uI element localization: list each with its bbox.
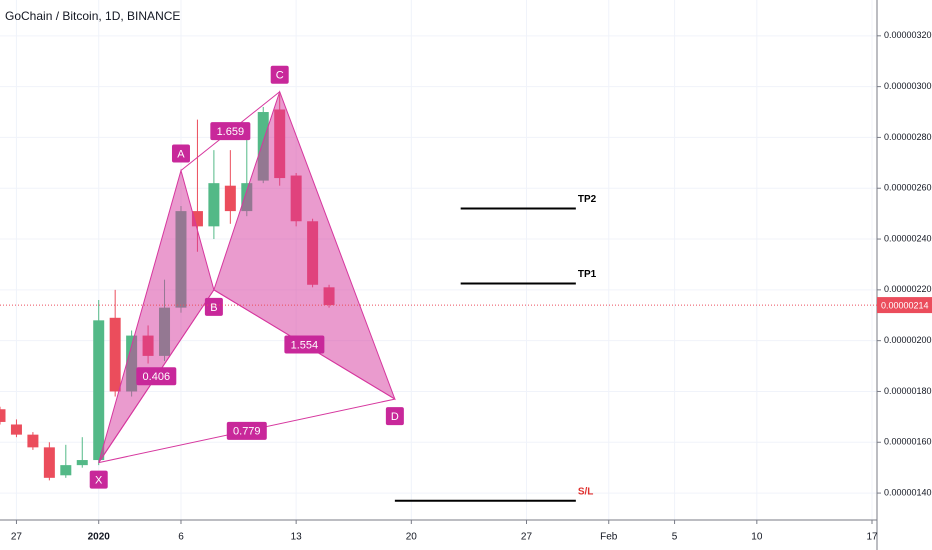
pattern-ratio-box bbox=[136, 367, 177, 386]
pattern-point-label: C bbox=[276, 70, 284, 82]
y-tick-label: 0.00000200 bbox=[884, 335, 932, 345]
candle-body bbox=[27, 434, 39, 448]
pattern-ratio: 0.779 bbox=[233, 426, 261, 438]
y-tick-label: 0.00000260 bbox=[884, 183, 932, 193]
x-tick-label: 17 bbox=[866, 532, 878, 543]
candle-body bbox=[191, 211, 203, 227]
pattern-ratio: 0.406 bbox=[143, 371, 171, 383]
candle-body bbox=[43, 447, 55, 478]
plot-area bbox=[0, 90, 396, 481]
pattern-point-label: B bbox=[210, 302, 217, 314]
y-tick-label: 0.00000300 bbox=[884, 81, 932, 91]
last-price-label: 0.00000214 bbox=[881, 300, 929, 310]
level-label: TP2 bbox=[578, 194, 597, 205]
y-tick-label: 0.00000160 bbox=[884, 437, 932, 447]
pattern-point-label-box bbox=[171, 144, 190, 163]
x-tick-label: 13 bbox=[291, 532, 303, 543]
x-tick-label: 27 bbox=[521, 532, 533, 543]
x-tick-label: 10 bbox=[751, 532, 763, 543]
candle-body bbox=[76, 460, 88, 466]
y-tick-label: 0.00000220 bbox=[884, 284, 932, 294]
x-tick-label: 6 bbox=[178, 532, 184, 543]
pattern-ratio: 1.659 bbox=[217, 126, 245, 138]
y-tick-label: 0.00000280 bbox=[884, 132, 932, 142]
axes: 0.00000140 0.00000160 0.00000180 0.00000200… bbox=[11, 30, 932, 542]
y-tick-label: 0.00000140 bbox=[884, 487, 932, 497]
x-tick-label: 20 bbox=[406, 532, 418, 543]
y-tick-label: 0.00000320 bbox=[884, 30, 932, 40]
y-tick-label: 0.00000180 bbox=[884, 386, 932, 396]
pattern-point-label: D bbox=[391, 411, 399, 423]
pattern-ratio-box bbox=[284, 335, 325, 354]
candle-body bbox=[0, 409, 6, 422]
pattern-ratio: 1.554 bbox=[291, 339, 319, 351]
x-tick-label: 2020 bbox=[88, 532, 111, 543]
pattern-point-label: X bbox=[95, 474, 103, 486]
candle-body bbox=[208, 183, 220, 227]
x-tick-label: 27 bbox=[11, 532, 23, 543]
candle-body bbox=[224, 185, 236, 212]
level-label: TP1 bbox=[578, 269, 597, 280]
pattern-ratio-box bbox=[226, 421, 267, 440]
pattern-point-label-box bbox=[385, 407, 404, 426]
x-tick-label: Feb bbox=[600, 532, 618, 543]
chart-title: GoChain / Bitcoin, 1D, BINANCE bbox=[5, 9, 180, 23]
last-price-box bbox=[877, 297, 932, 314]
candle-body bbox=[10, 424, 22, 435]
pattern-ratio-box bbox=[210, 122, 251, 141]
pattern-point-label-box bbox=[204, 297, 223, 316]
candle-body bbox=[60, 465, 72, 476]
pattern-point-label-box bbox=[270, 65, 289, 84]
level-label: S/L bbox=[578, 486, 594, 497]
candle-body bbox=[109, 317, 121, 392]
candle-body bbox=[93, 320, 105, 461]
x-tick-label: 5 bbox=[672, 532, 678, 543]
pattern-point-label-box bbox=[89, 470, 108, 489]
pattern-point-label: A bbox=[177, 148, 185, 160]
y-tick-label: 0.00000240 bbox=[884, 233, 932, 243]
